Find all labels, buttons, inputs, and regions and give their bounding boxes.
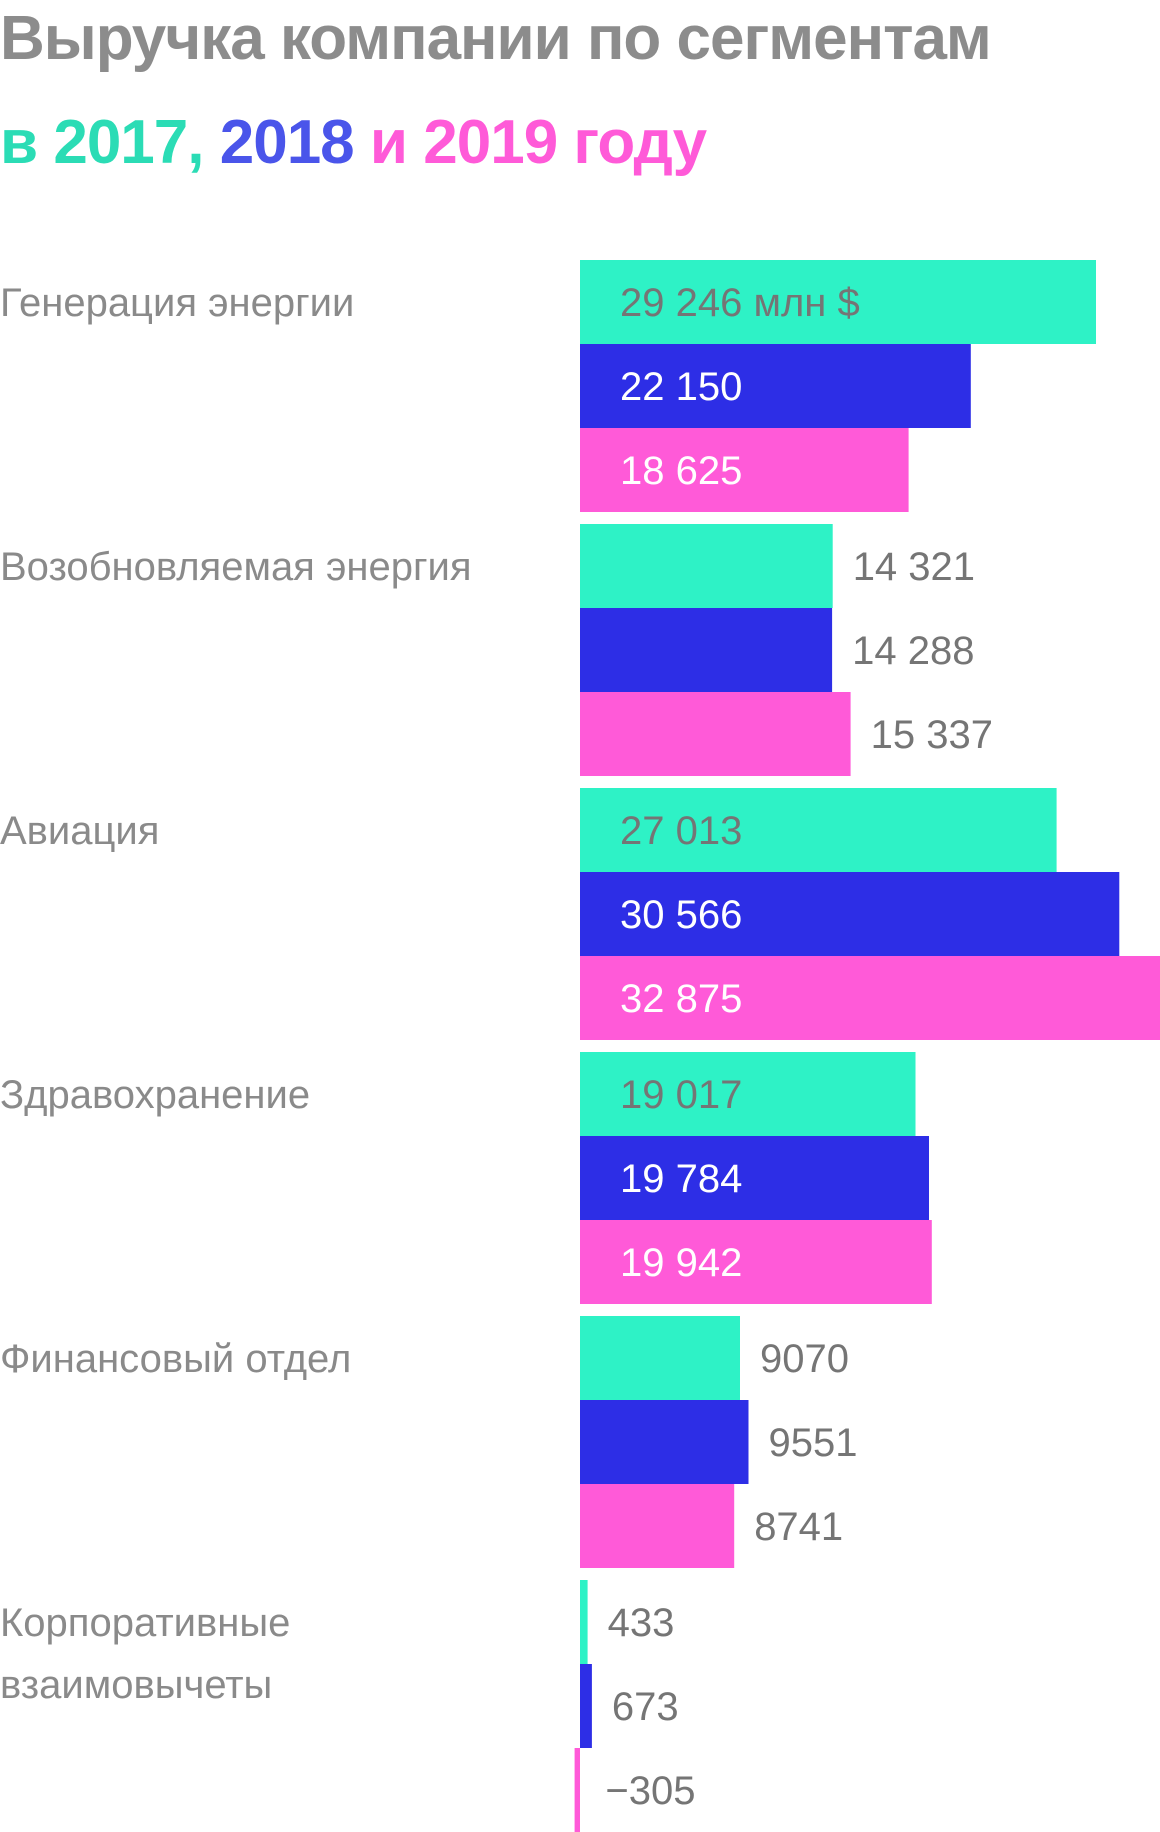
subtitle-separator-2: и [353, 108, 424, 177]
subtitle-suffix: году [557, 108, 707, 177]
category-label: Возобновляемая энергия [0, 545, 472, 589]
bar-2018 [580, 1400, 749, 1484]
data-label: 19 784 [620, 1157, 742, 1201]
data-label: 32 875 [620, 977, 742, 1021]
subtitle-year-2018: 2018 [219, 108, 355, 177]
data-label: −305 [605, 1769, 695, 1813]
bar-2018 [580, 344, 971, 428]
bar-2018 [580, 1664, 592, 1748]
category-label: Авиация [0, 809, 159, 853]
data-label: 30 566 [620, 893, 742, 937]
bar-2017 [580, 1580, 588, 1664]
data-label: 19 017 [620, 1073, 742, 1117]
category-label: Генерация энергии [0, 281, 354, 325]
bar-2018 [580, 608, 833, 692]
data-label: 15 337 [871, 713, 993, 757]
data-label: 8741 [754, 1505, 843, 1549]
bar-2019 [574, 1748, 580, 1832]
data-label: 22 150 [620, 365, 742, 409]
bar-2019 [580, 428, 909, 512]
category-label: Здравохранение [0, 1073, 310, 1117]
bar-2017 [580, 260, 1096, 344]
data-label: 433 [608, 1601, 675, 1645]
chart-title: Выручка компании по сегментам [0, 4, 992, 73]
data-label: 9551 [769, 1421, 858, 1465]
category-label: взаимовычеты [0, 1663, 272, 1707]
bar-2018 [580, 1136, 929, 1220]
data-label: 19 942 [620, 1241, 742, 1285]
bar-2019 [580, 692, 851, 776]
data-label: 673 [612, 1685, 679, 1729]
subtitle-separator-1: , [187, 108, 220, 177]
chart-subtitle: в 2017, 2018 и 2019 году [0, 112, 707, 174]
bar-2017 [580, 788, 1057, 872]
data-label: 18 625 [620, 449, 742, 493]
bar-2017 [580, 524, 833, 608]
bar-2017 [580, 1316, 740, 1400]
bar-2019 [580, 1484, 735, 1568]
category-label: Финансовый отдел [0, 1337, 351, 1381]
bar-2019 [580, 956, 1160, 1040]
data-label: 27 013 [620, 809, 742, 853]
bar-2019 [580, 1220, 932, 1304]
category-label: Корпоративные [0, 1601, 290, 1645]
subtitle-prefix: в [0, 108, 54, 177]
data-label: 29 246 млн $ [620, 281, 860, 325]
bar-2017 [580, 1052, 916, 1136]
data-label: 14 288 [852, 629, 974, 673]
data-label: 9070 [760, 1337, 849, 1381]
data-label: 14 321 [853, 545, 975, 589]
bar-2018 [580, 872, 1120, 956]
subtitle-year-2019: 2019 [423, 108, 558, 177]
subtitle-year-2017: 2017 [53, 108, 188, 177]
